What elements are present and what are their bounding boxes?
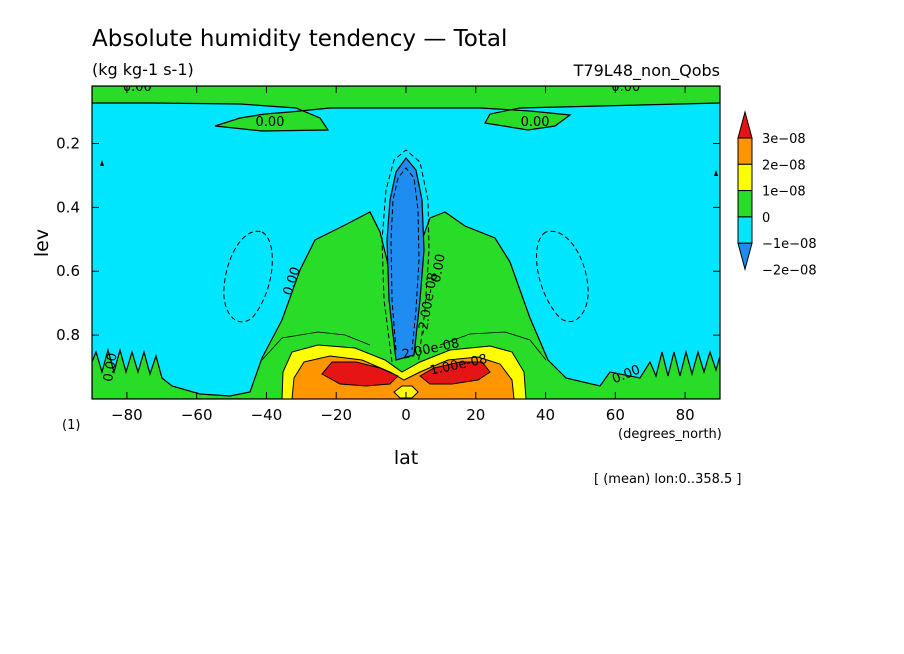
x-tick-label: −20 <box>320 406 352 424</box>
colorbar-segment <box>737 216 753 244</box>
colorbar-bottom-arrow <box>737 242 753 272</box>
colorbar-top-arrow <box>737 110 753 139</box>
chart-units: (kg kg-1 s-1) <box>92 60 194 79</box>
colorbar-segment <box>737 137 753 165</box>
y-tick-label: 0.8 <box>56 326 80 344</box>
x-tick-label: 80 <box>676 406 695 424</box>
colorbar-segment <box>737 190 753 218</box>
x-axis: −80 −60 −40 −20 0 20 40 60 80 <box>111 86 695 424</box>
x-axis-title: lat <box>394 447 418 469</box>
chart-title: Absolute humidity tendency — Total <box>92 26 507 52</box>
colorbar-label: 1e−08 <box>762 185 806 200</box>
y-tick-label: 0.4 <box>56 198 80 216</box>
run-name: T79L48_non_Qobs <box>573 61 720 81</box>
colorbar-segment <box>737 163 753 192</box>
x-tick-label: 60 <box>606 406 625 424</box>
x-units-label: (degrees_north) <box>618 427 722 442</box>
plot-area: 0.00 0.000.00 0.000.000.00 0.00-2.00e-080.0… <box>92 80 720 399</box>
mean-note: [ (mean) lon:0..358.5 ] <box>594 472 742 487</box>
y-tick-label: 0.6 <box>56 262 80 280</box>
near-surface-contour-left <box>261 331 371 361</box>
x-tick-label: 20 <box>466 406 485 424</box>
contour-label: 0.00 <box>429 253 449 284</box>
dashed-oval-right <box>536 230 589 323</box>
equatorial-column-region <box>386 157 425 361</box>
x-tick-label: −80 <box>111 406 143 424</box>
x-tick-label: −60 <box>181 406 213 424</box>
equatorial-core-outline <box>390 167 420 351</box>
colorbar-label: 2e−08 <box>762 158 806 173</box>
top-band-region <box>92 86 720 132</box>
edge-mark-left <box>100 160 104 166</box>
x-tick-label: 40 <box>536 406 555 424</box>
page-marker: (1) <box>62 418 80 433</box>
contour-label: 0.00 <box>123 80 152 95</box>
contour-label: 0.00 <box>101 352 121 383</box>
max-core-right <box>419 361 491 385</box>
colorbar-label: −2e−08 <box>762 264 817 279</box>
contour-label: 0.00 <box>611 80 640 95</box>
colorbar-label: 3e−08 <box>762 132 806 147</box>
x-tick-label: −40 <box>251 406 283 424</box>
x-tick-label: 0 <box>401 406 411 424</box>
contour-label: 0.00 <box>521 115 550 130</box>
colorbar-label: −1e−08 <box>762 237 817 252</box>
edge-mark-right <box>714 170 718 176</box>
colorbar-label: 0 <box>762 211 770 226</box>
equatorial-outer-dash <box>381 149 430 366</box>
colorbar: 3e−08 2e−08 1e−08 0 −1e−08 −2e−08 <box>737 110 817 279</box>
dashed-oval-left <box>223 230 273 323</box>
y-axis: 0.2 0.4 0.6 0.8 <box>56 134 720 344</box>
near-surface-contour-right <box>439 331 547 361</box>
y-tick-label: 0.2 <box>56 134 80 152</box>
y-axis-title: lev <box>31 229 53 257</box>
contour-label: 0.00 <box>255 115 284 130</box>
max-core-left <box>321 361 399 387</box>
